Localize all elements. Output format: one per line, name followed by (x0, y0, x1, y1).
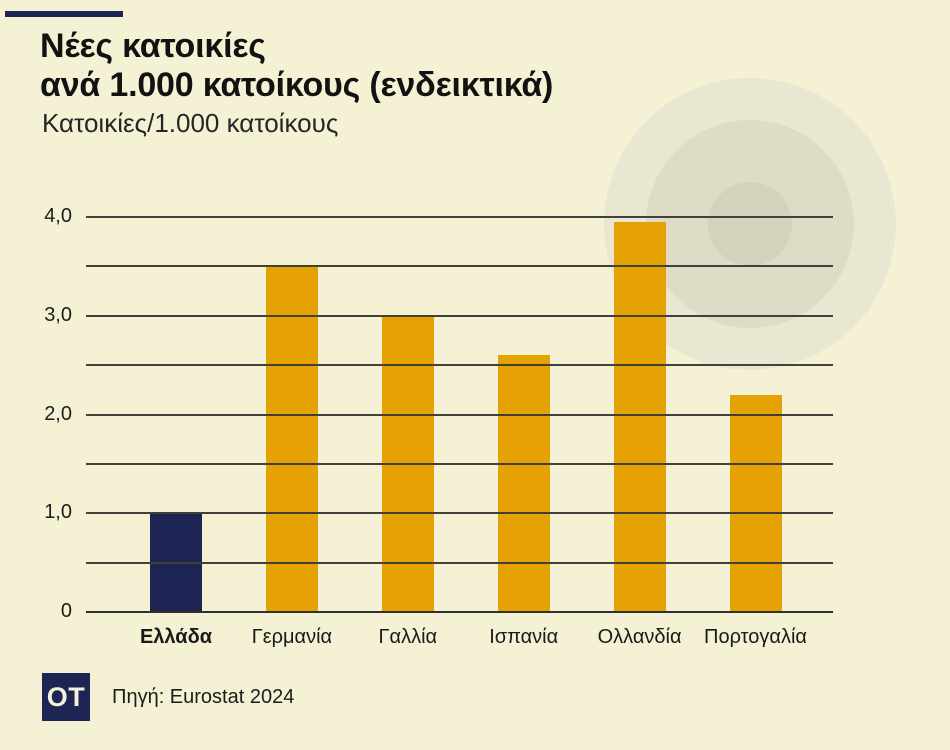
y-tick-label: 4,0 (44, 205, 72, 228)
x-axis-label-4: Ολλανδία (597, 626, 682, 648)
gridline (86, 216, 833, 218)
x-axis-label-1: Γερμανία (251, 626, 333, 648)
accent-dash (5, 11, 123, 17)
x-axis-label-3: Ισπανία (489, 626, 559, 648)
x-axis-line (86, 611, 833, 613)
chart-title-line-1: Νέες κατοικίες (40, 27, 266, 65)
gridline (86, 462, 833, 465)
chart-subtitle: Κατοικίες/1.000 κατοίκους (42, 108, 339, 138)
y-tick-label: 2,0 (44, 402, 72, 425)
source-note: Πηγή: Eurostat 2024 (112, 686, 295, 708)
x-axis-label-5: Πορτογαλία (704, 626, 807, 648)
y-tick-label: 3,0 (44, 303, 72, 326)
gridline (86, 314, 833, 317)
chart-bar-1 (265, 266, 318, 612)
x-axis-label-2: Γαλλία (378, 626, 438, 648)
y-tick-label: 1,0 (44, 501, 72, 524)
chart-bar-5 (729, 394, 782, 612)
gridline (86, 364, 833, 367)
gridline (86, 265, 833, 268)
chart-bar-3 (497, 355, 550, 612)
watermark-circle-inner (708, 182, 792, 266)
chart-title-line-2: ανά 1.000 κατοίκους (ενδεικτικά) (40, 66, 554, 104)
ot-logo: OT (42, 673, 90, 721)
gridline (86, 561, 833, 564)
gridline (86, 413, 833, 416)
y-tick-label: 0 (60, 600, 72, 623)
gridline (86, 512, 833, 515)
chart-bar-4 (613, 221, 666, 612)
chart-title: Νέες κατοικίες ανά 1.000 κατοίκους (ενδε… (40, 27, 553, 105)
x-axis-label-0: Ελλάδα (139, 626, 213, 648)
